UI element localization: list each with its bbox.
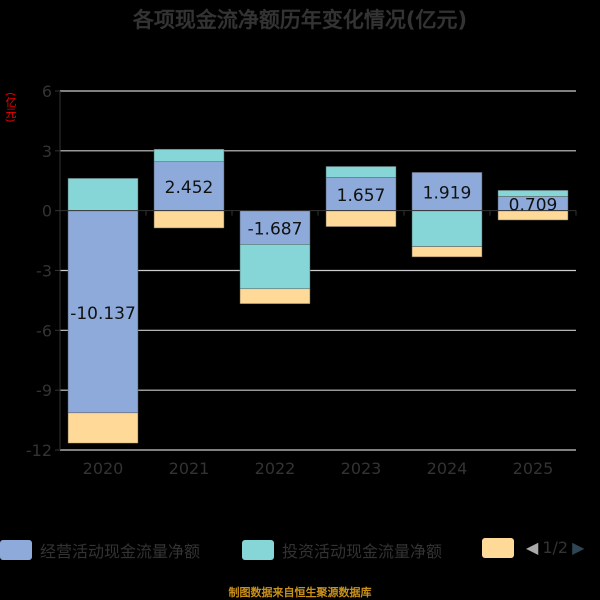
y-tick-label: -6 [36, 321, 52, 340]
legend: 经营活动现金流量净额 投资活动现金流量净额 ◀ 1/2 ▶ [0, 538, 600, 564]
bar-investing [325, 166, 397, 178]
legend-item-investing[interactable]: 投资活动现金流量净额 [242, 538, 442, 562]
y-axis-unit: (亿元) [4, 92, 17, 123]
data-label: 1.919 [423, 184, 472, 204]
y-tick-label: 6 [42, 82, 52, 101]
x-tick-label: 2022 [255, 459, 296, 478]
data-label: 1.657 [337, 186, 386, 206]
y-tick-label: -12 [26, 441, 52, 460]
legend-label: 投资活动现金流量净额 [282, 542, 443, 561]
data-label: 2.452 [165, 178, 214, 198]
legend-item-operating[interactable]: 经营活动现金流量净额 [0, 538, 200, 562]
x-tick-label: 2021 [169, 459, 210, 478]
data-label: -10.137 [70, 304, 136, 324]
x-tick-label: 2024 [427, 459, 468, 478]
footer-source: 制图数据来自恒生聚源数据库 [228, 586, 372, 599]
plot-area: 6 3 0 -3 -6 -9 -12 -10.137 2020 2.452 2021 -1.687 20… [26, 82, 577, 478]
y-tick-label: -3 [36, 262, 52, 281]
bar-financing [411, 246, 483, 258]
next-page-icon[interactable]: ▶ [572, 538, 585, 557]
bar-investing [153, 148, 225, 163]
bar-operating [153, 161, 225, 211]
legend-page-number: 1/2 [542, 538, 569, 557]
legend-item-financing[interactable] [482, 538, 514, 558]
x-tick-label: 2023 [341, 459, 382, 478]
bar-investing [67, 178, 139, 211]
bar-investing [411, 210, 483, 247]
bar-financing [67, 412, 139, 444]
legend-swatch [482, 538, 514, 558]
bar-financing [325, 210, 397, 227]
legend-swatch [0, 540, 32, 560]
bar-financing [239, 288, 311, 304]
bar-operating [411, 172, 483, 211]
legend-swatch [242, 540, 274, 560]
data-label: -1.687 [248, 219, 303, 239]
bar-investing [239, 244, 311, 290]
y-tick-label: 3 [42, 142, 52, 161]
bar-financing [153, 210, 225, 229]
y-tick-label: -9 [36, 381, 52, 400]
y-tick-label: 0 [42, 202, 52, 221]
chart-title: 各项现金流净额历年变化情况(亿元) [132, 8, 468, 32]
bar-financing [497, 210, 569, 221]
x-tick-label: 2020 [83, 459, 124, 478]
legend-pager: ◀ 1/2 ▶ [526, 538, 584, 557]
bar-investing [497, 190, 569, 197]
prev-page-icon[interactable]: ◀ [526, 538, 539, 557]
legend-label: 经营活动现金流量净额 [40, 542, 201, 561]
x-tick-label: 2025 [513, 459, 554, 478]
